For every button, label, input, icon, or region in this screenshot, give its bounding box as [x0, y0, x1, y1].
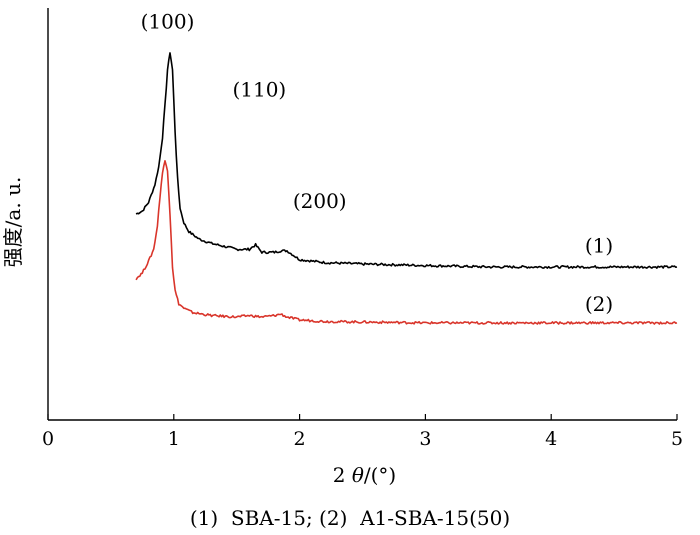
- annotation-layer: (100) (110) (200) (1) (2): [141, 10, 614, 317]
- series-label: (1): [585, 233, 613, 257]
- x-tick-label: 0: [42, 428, 54, 450]
- figure-caption: (1) SBA-15; (2) A1-SBA-15(50): [189, 506, 511, 530]
- peak-label: (110): [232, 77, 286, 101]
- x-ticks: 0 1 2 3 4 5: [42, 414, 683, 450]
- x-tick-label: 4: [545, 428, 557, 450]
- x-tick-label: 1: [168, 428, 180, 450]
- series-line-2: [135, 160, 678, 325]
- x-tick-label: 2: [294, 428, 306, 450]
- y-axis-label: 强度/a. u.: [1, 177, 25, 268]
- peak-label: (100): [141, 10, 195, 34]
- series-layer: [135, 52, 678, 325]
- x-axis-label: 2 θ/(°): [333, 463, 396, 487]
- peak-label: (200): [293, 189, 347, 213]
- series-label: (2): [585, 292, 613, 316]
- axes: [47, 8, 677, 421]
- x-tick-label: 5: [671, 428, 683, 450]
- x-tick-label: 3: [419, 428, 431, 450]
- series-line-1: [135, 52, 678, 269]
